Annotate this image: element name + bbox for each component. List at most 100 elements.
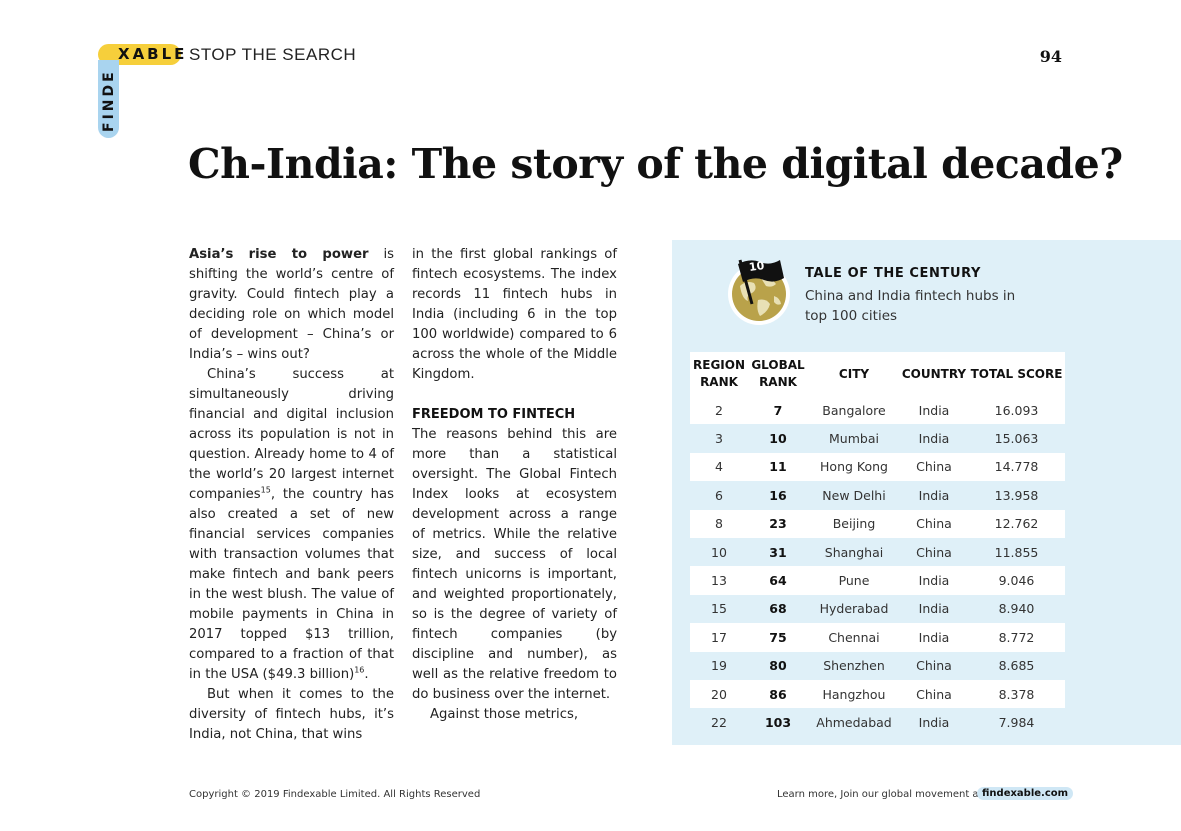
table-body: 2 7 Bangalore India 16.093 3 10 Mumbai India 15.… bbox=[690, 396, 1065, 737]
fintech-hubs-table: REGION RANK GLOBAL RANK CITY COUNTRY TOT… bbox=[690, 352, 1065, 737]
table-row: 17 75 Chennai India 8.772 bbox=[690, 623, 1065, 652]
cell-region-rank: 6 bbox=[715, 487, 723, 503]
footnote-ref-16: 16 bbox=[354, 665, 365, 675]
cell-country: China bbox=[916, 658, 952, 674]
cell-country: India bbox=[918, 487, 950, 503]
cell-country: India bbox=[918, 573, 950, 589]
subheading: FREEDOM TO FINTECH bbox=[412, 407, 576, 422]
page-number: 94 bbox=[1039, 47, 1062, 66]
paragraph-1-text: is shifting the world’s centre of gravit… bbox=[189, 247, 394, 362]
cell-total-score: 8.940 bbox=[998, 601, 1035, 617]
header-total-score: TOTAL SCORE bbox=[970, 366, 1063, 381]
cell-city: Shanghai bbox=[824, 544, 884, 560]
cell-total-score: 8.685 bbox=[998, 658, 1035, 674]
cell-country: China bbox=[916, 544, 952, 560]
table-row: 22 103 Ahmedabad India 7.984 bbox=[690, 708, 1065, 737]
header-region-rank: REGION RANK bbox=[693, 358, 745, 389]
cell-country: China bbox=[916, 686, 952, 702]
cell-country: China bbox=[916, 459, 952, 475]
cell-country: China bbox=[916, 516, 952, 532]
cell-global-rank: 80 bbox=[769, 658, 787, 674]
logo-vertical-bar bbox=[98, 60, 119, 138]
article-column-1: Asia’s rise to power is shifting the wor… bbox=[189, 245, 394, 745]
paragraph-1: Asia’s rise to power is shifting the wor… bbox=[189, 245, 394, 365]
cell-city: Hangzhou bbox=[822, 686, 886, 702]
logo-horizontal-text: XABLE bbox=[118, 45, 188, 63]
table-row: 2 7 Bangalore India 16.093 bbox=[690, 396, 1065, 425]
cell-city: Bangalore bbox=[822, 402, 886, 418]
header-city: CITY bbox=[838, 366, 870, 381]
paragraph-2-end: . bbox=[364, 667, 369, 682]
cell-region-rank: 17 bbox=[711, 629, 727, 645]
table-row: 8 23 Beijing China 12.762 bbox=[690, 509, 1065, 538]
paragraph-6: Against those metrics, bbox=[430, 707, 579, 722]
cell-region-rank: 20 bbox=[711, 686, 727, 702]
cell-total-score: 16.093 bbox=[994, 402, 1039, 418]
cell-city: Hyderabad bbox=[819, 601, 889, 617]
cell-total-score: 13.958 bbox=[994, 487, 1039, 503]
cell-country: India bbox=[918, 629, 950, 645]
cell-city: Beijing bbox=[832, 516, 876, 532]
cell-region-rank: 4 bbox=[715, 459, 723, 475]
cell-city: Mumbai bbox=[829, 431, 879, 447]
table-row: 4 11 Hong Kong China 14.778 bbox=[690, 452, 1065, 482]
cell-region-rank: 2 bbox=[715, 402, 723, 418]
copyright-notice: Copyright © 2019 Findexable Limited. All… bbox=[189, 789, 481, 800]
cell-global-rank: 10 bbox=[769, 431, 787, 447]
header-global-rank: GLOBAL RANK bbox=[751, 358, 805, 389]
cell-total-score: 14.778 bbox=[994, 459, 1039, 475]
cell-city: Hong Kong bbox=[820, 459, 888, 475]
cell-country: India bbox=[918, 431, 950, 447]
cell-global-rank: 64 bbox=[769, 573, 787, 589]
cell-city: New Delhi bbox=[822, 487, 886, 503]
cell-region-rank: 10 bbox=[711, 544, 727, 560]
findexable-link[interactable]: findexable.com bbox=[977, 787, 1074, 800]
panel-subtitle: China and India fintech hubs in top 100 … bbox=[805, 288, 1016, 324]
badge-number: 10 bbox=[748, 258, 766, 275]
cell-region-rank: 8 bbox=[715, 516, 723, 532]
cell-total-score: 8.378 bbox=[998, 686, 1035, 702]
header-country: COUNTRY bbox=[901, 366, 967, 381]
logo-vertical-text: FINDE bbox=[101, 69, 117, 132]
cell-global-rank: 103 bbox=[764, 714, 792, 730]
cell-region-rank: 19 bbox=[711, 658, 727, 674]
paragraph-2-text-a: China’s success at simultaneously drivin… bbox=[189, 367, 394, 502]
table-row: 20 86 Hangzhou China 8.378 bbox=[690, 679, 1065, 709]
cell-total-score: 11.855 bbox=[994, 544, 1039, 560]
cell-region-rank: 3 bbox=[715, 431, 723, 447]
footnote-ref-15: 15 bbox=[260, 485, 271, 495]
lead-phrase: Asia’s rise to power bbox=[189, 247, 369, 262]
cell-region-rank: 15 bbox=[711, 601, 727, 617]
footer-learn-more: Learn more, Join our global movement at bbox=[777, 789, 983, 800]
cell-global-rank: 23 bbox=[769, 516, 787, 532]
cell-total-score: 12.762 bbox=[994, 516, 1039, 532]
cell-country: India bbox=[918, 714, 950, 730]
cell-global-rank: 86 bbox=[769, 686, 787, 702]
cell-city: Ahmedabad bbox=[816, 714, 892, 730]
logo-horizontal-bar bbox=[98, 44, 181, 65]
paragraph-3: But when it comes to the diversity of fi… bbox=[189, 687, 394, 742]
table-header: REGION RANK GLOBAL RANK CITY COUNTRY TOT… bbox=[690, 352, 1065, 396]
article-title: Ch-India: The story of the digital decad… bbox=[188, 140, 1123, 188]
paragraph-2-text-b: , the country has also created a set of … bbox=[189, 487, 394, 682]
cell-city: Shenzhen bbox=[823, 658, 885, 674]
cell-total-score: 15.063 bbox=[994, 431, 1039, 447]
cell-global-rank: 75 bbox=[769, 629, 787, 645]
cell-country: India bbox=[918, 402, 950, 418]
cell-total-score: 8.772 bbox=[998, 629, 1035, 645]
cell-city: Pune bbox=[838, 573, 870, 589]
table-row: 6 16 New Delhi India 13.958 bbox=[690, 481, 1065, 510]
table-row: 3 10 Mumbai India 15.063 bbox=[690, 424, 1065, 453]
paragraph-5: The reasons behind this are more than a … bbox=[412, 427, 617, 702]
cell-total-score: 9.046 bbox=[998, 573, 1035, 589]
cell-global-rank: 11 bbox=[769, 459, 787, 475]
table-row: 10 31 Shanghai China 11.855 bbox=[690, 537, 1065, 567]
cell-global-rank: 31 bbox=[769, 544, 787, 560]
globe-flag-icon bbox=[728, 259, 790, 325]
table-row: 15 68 Hyderabad India 8.940 bbox=[690, 594, 1065, 624]
cell-region-rank: 13 bbox=[711, 573, 727, 589]
cell-region-rank: 22 bbox=[711, 714, 727, 730]
cell-country: India bbox=[918, 601, 950, 617]
cell-global-rank: 16 bbox=[769, 487, 787, 503]
article-column-2: in the first global rankings of fintech … bbox=[412, 245, 617, 725]
